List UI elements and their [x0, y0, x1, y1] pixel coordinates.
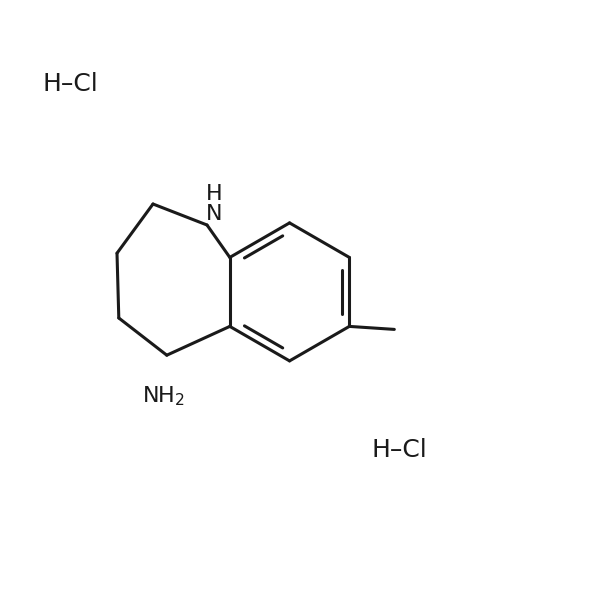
- Text: H–Cl: H–Cl: [372, 438, 428, 462]
- Text: NH$_2$: NH$_2$: [142, 384, 185, 408]
- Text: H–Cl: H–Cl: [42, 72, 98, 96]
- Text: N: N: [206, 204, 223, 224]
- Text: H: H: [206, 184, 223, 204]
